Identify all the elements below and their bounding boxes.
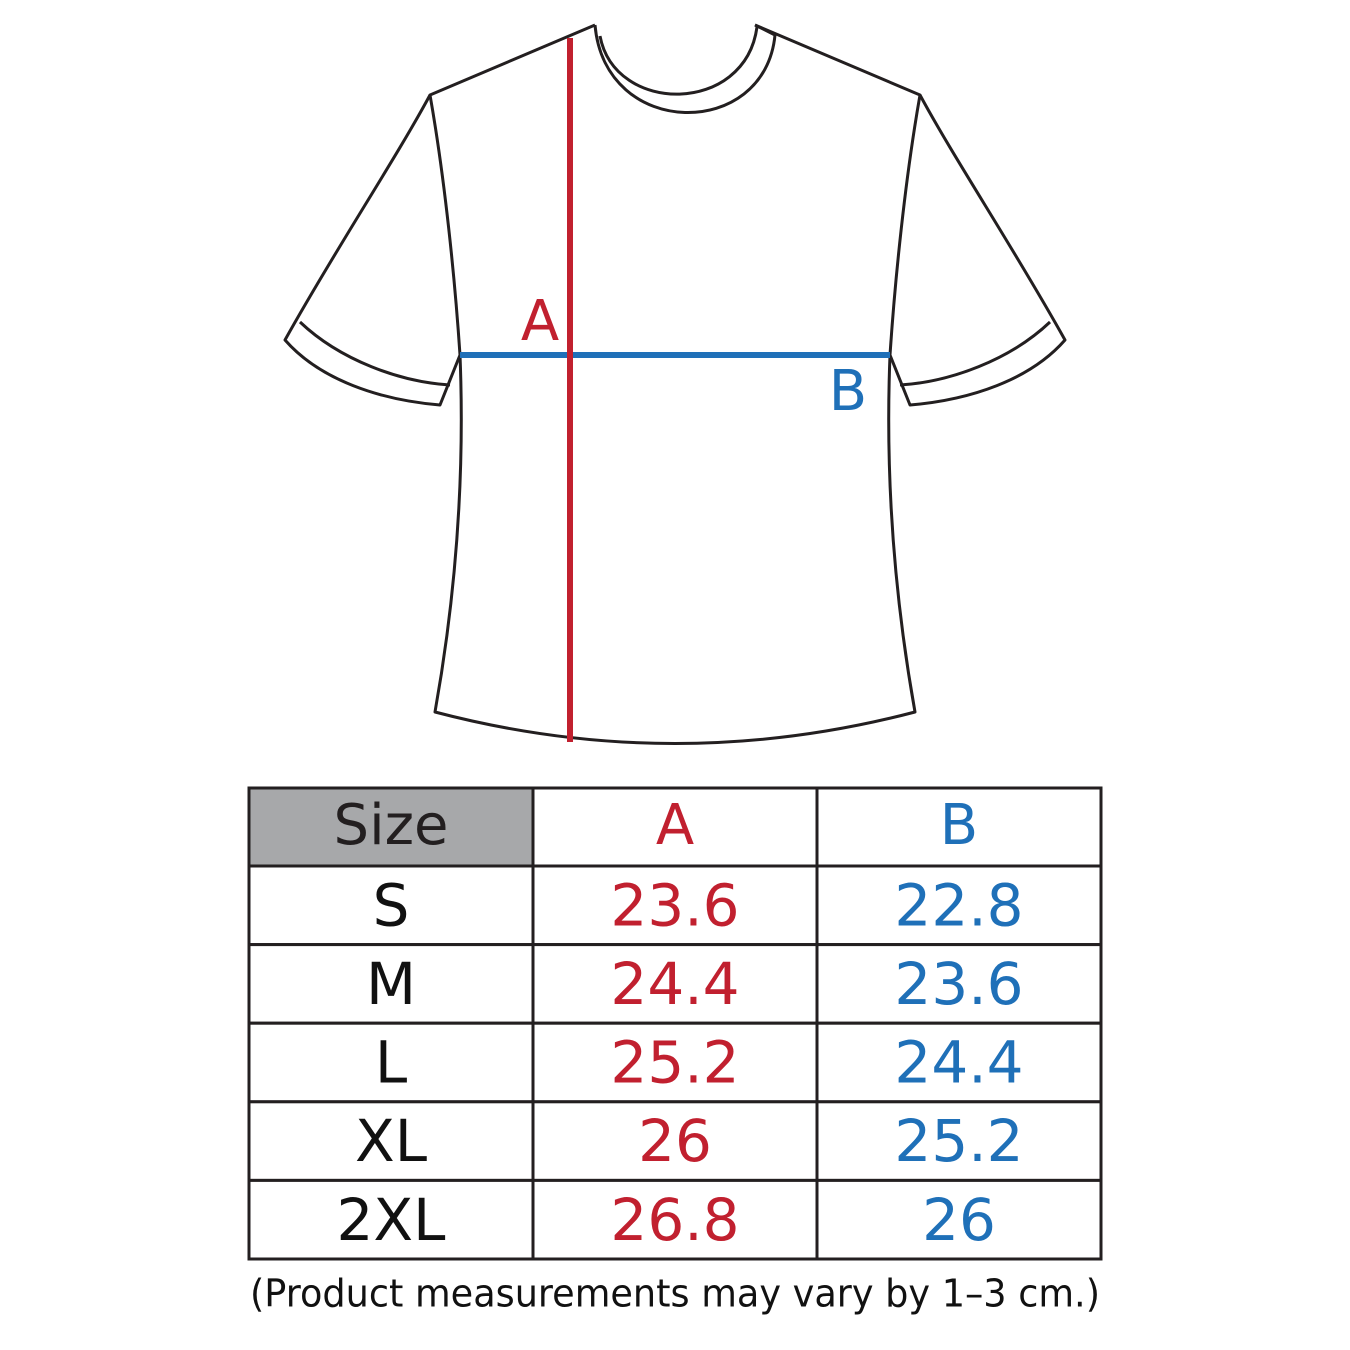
table-cell xyxy=(247,1021,535,1104)
note: (Product measurements may vary by 1–3 cm… xyxy=(250,1272,1100,1316)
left-cuff xyxy=(298,320,451,387)
size-table: Size A B S 23.6 22.8 M 24.4 23.6 L 25.2 24.4 XL 26 25.… xyxy=(247,786,1103,1261)
header-text: A xyxy=(656,793,694,858)
header-cell xyxy=(247,786,535,868)
table-cell xyxy=(815,943,1103,1025)
table-cell xyxy=(247,1178,535,1261)
right-cuff xyxy=(899,320,1052,387)
label-b: B xyxy=(829,359,867,424)
header-text: Size xyxy=(334,793,449,858)
measurement: 23.6 xyxy=(610,871,739,939)
table-cell xyxy=(531,943,819,1025)
measurement: 25.2 xyxy=(610,1029,739,1097)
size-label: 2XL xyxy=(337,1186,446,1254)
header-cell xyxy=(815,786,1103,868)
size-label: XL xyxy=(355,1107,427,1175)
measurement: 24.4 xyxy=(894,1029,1023,1097)
header-text: B xyxy=(940,793,978,858)
table-cell xyxy=(815,1021,1103,1104)
table-cell xyxy=(247,1100,535,1182)
header-cell xyxy=(531,786,819,868)
measurement: 22.8 xyxy=(894,871,1023,939)
measurement: 26 xyxy=(638,1107,712,1175)
shirt-body xyxy=(428,23,922,745)
collar-outer xyxy=(593,23,777,114)
table-cell xyxy=(531,1100,819,1182)
size-label: L xyxy=(375,1029,407,1097)
measurement: 23.6 xyxy=(894,950,1023,1018)
measurement: 26.8 xyxy=(610,1186,739,1254)
collar-inner xyxy=(598,26,759,96)
measurement: 26 xyxy=(922,1186,996,1254)
shirt-drawing: A B xyxy=(283,23,1067,745)
table-cell xyxy=(531,1178,819,1261)
table-cell xyxy=(815,1100,1103,1182)
right-sleeve xyxy=(888,94,1067,407)
left-sleeve xyxy=(283,94,462,407)
label-a: A xyxy=(521,289,559,354)
measurement: 24.4 xyxy=(610,950,739,1018)
size-label: S xyxy=(373,871,410,939)
size-label: M xyxy=(366,950,416,1018)
table-cell xyxy=(815,1178,1103,1261)
measurement: 25.2 xyxy=(894,1107,1023,1175)
